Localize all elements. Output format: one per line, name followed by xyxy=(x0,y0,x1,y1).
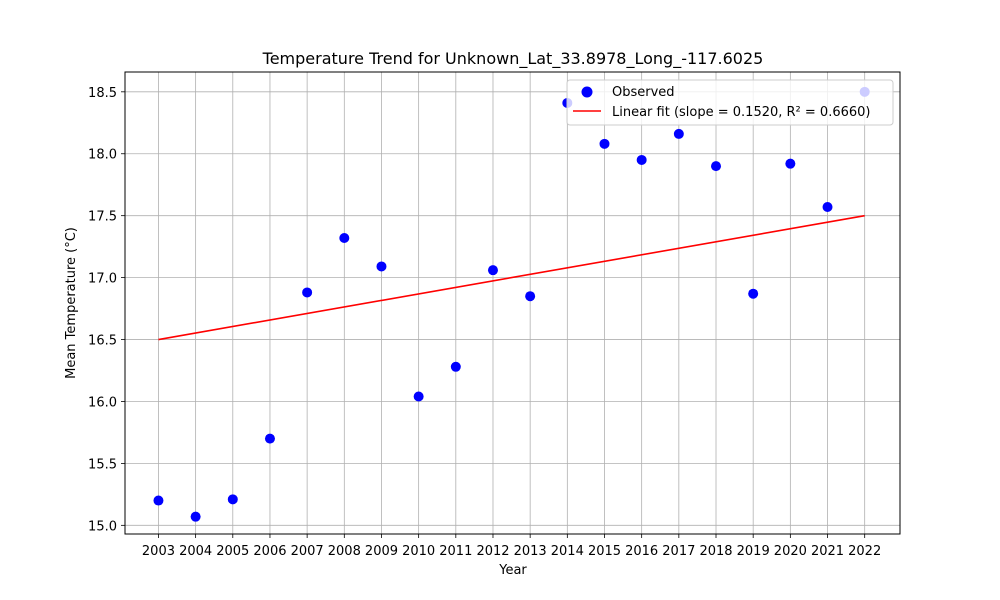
y-tick-label: 17.5 xyxy=(88,210,117,225)
data-point xyxy=(450,361,461,372)
data-point xyxy=(264,433,275,444)
x-tick-label: 2004 xyxy=(179,544,212,559)
legend: Observed Linear fit (slope = 0.1520, R² … xyxy=(566,79,894,126)
legend-box xyxy=(566,79,894,126)
x-tick-label: 2016 xyxy=(625,544,658,559)
x-tick-label: 2017 xyxy=(662,544,695,559)
plot-frame xyxy=(124,71,901,535)
y-tick-label: 16.0 xyxy=(88,395,117,410)
x-tick-label: 2005 xyxy=(216,544,249,559)
x-tick-label: 2013 xyxy=(514,544,547,559)
x-tick-label: 2015 xyxy=(588,544,621,559)
data-point xyxy=(822,202,833,213)
legend-marker-observed xyxy=(581,86,593,98)
linear-fit-line xyxy=(158,214,865,341)
x-tick-label: 2011 xyxy=(439,544,472,559)
data-point xyxy=(376,261,387,272)
y-tick-label: 15.0 xyxy=(88,519,117,534)
y-axis-label: Mean Temperature (°C) xyxy=(64,227,79,379)
x-tick-label: 2022 xyxy=(848,544,881,559)
x-tick-label: 2021 xyxy=(811,544,844,559)
y-tick-label: 18.5 xyxy=(88,86,117,101)
x-tick-label: 2019 xyxy=(737,544,770,559)
x-tick-label: 2008 xyxy=(328,544,361,559)
data-point xyxy=(785,158,796,169)
data-point xyxy=(227,494,238,505)
data-point xyxy=(525,291,536,302)
x-tick-label: 2010 xyxy=(402,544,435,559)
data-point xyxy=(673,128,684,139)
data-point xyxy=(190,511,201,522)
x-tick-label: 2003 xyxy=(142,544,175,559)
chart-title: Temperature Trend for Unknown_Lat_33.897… xyxy=(262,49,764,69)
data-point xyxy=(636,154,647,165)
data-point xyxy=(302,287,313,298)
x-tick-label: 2006 xyxy=(253,544,286,559)
y-tick-label: 17.0 xyxy=(88,272,117,287)
fit-layer xyxy=(158,214,865,341)
x-tick-label: 2007 xyxy=(291,544,324,559)
x-tick-label: 2012 xyxy=(476,544,509,559)
legend-label-observed: Observed xyxy=(612,85,675,100)
y-axis-ticks: 15.0 15.5 16.0 16.5 17.0 17.5 18.0 18.5 xyxy=(88,86,125,534)
x-tick-label: 2009 xyxy=(365,544,398,559)
data-point xyxy=(153,495,164,506)
data-point xyxy=(339,232,350,243)
x-axis-ticks: 2003 2004 2005 2006 2007 2008 2009 2010 2011 2012… xyxy=(142,534,881,559)
x-tick-label: 2020 xyxy=(774,544,807,559)
legend-label-fit: Linear fit (slope = 0.1520, R² = 0.6660) xyxy=(612,105,870,120)
data-point xyxy=(711,161,722,172)
x-tick-label: 2018 xyxy=(699,544,732,559)
y-tick-label: 16.5 xyxy=(88,334,117,349)
x-axis-label: Year xyxy=(498,563,527,578)
y-tick-label: 15.5 xyxy=(88,457,117,472)
grid xyxy=(125,72,900,534)
data-point xyxy=(748,288,759,299)
x-tick-label: 2014 xyxy=(551,544,584,559)
data-point xyxy=(487,265,498,276)
data-point xyxy=(413,391,424,402)
y-tick-label: 18.0 xyxy=(88,148,117,163)
data-point xyxy=(599,138,610,149)
